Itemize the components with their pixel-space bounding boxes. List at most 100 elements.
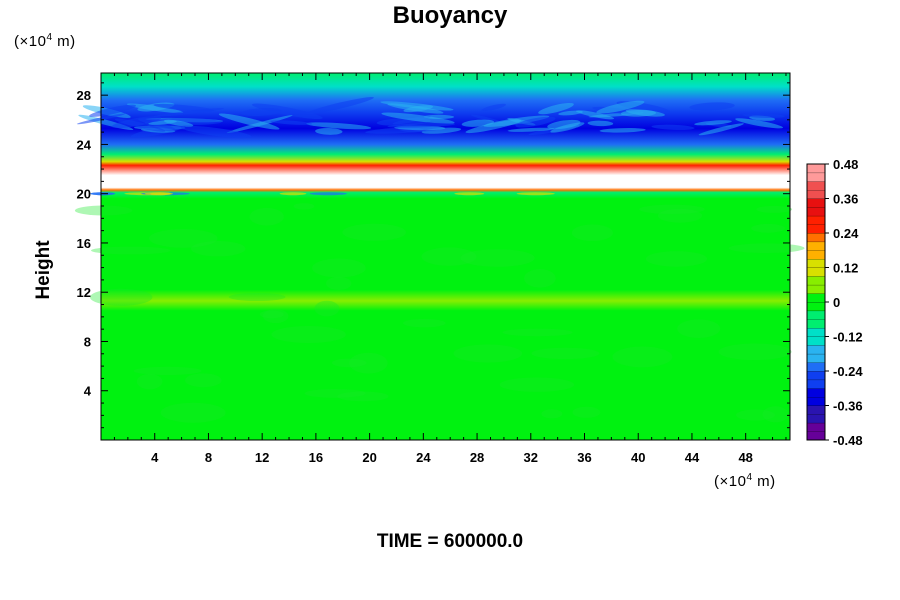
texture-streak xyxy=(163,119,194,127)
y-tick-label: 24 xyxy=(77,137,92,152)
colorbar-band xyxy=(806,258,826,268)
colorbar-label: -0.24 xyxy=(833,364,863,379)
texture-streak xyxy=(153,107,225,117)
texture-blob xyxy=(499,377,575,392)
texture-blob xyxy=(756,205,793,213)
colorbar-band xyxy=(806,206,826,217)
texture-streak xyxy=(596,100,645,114)
texture-blob xyxy=(136,373,163,390)
x-tick-label: 36 xyxy=(577,450,591,465)
texture-streak xyxy=(306,122,372,130)
texture-blob xyxy=(612,346,673,368)
colorbar-band xyxy=(806,327,826,337)
y-unit-exponent: 4 xyxy=(46,32,53,43)
colorbar: 0.48 0.36 0.24 0.12 0 -0.12 -0.24 -0.36 -0.48 xyxy=(806,157,863,448)
texture-blob xyxy=(185,373,222,388)
colorbar-label: 0 xyxy=(833,295,840,310)
colorbar-label: -0.48 xyxy=(833,433,863,448)
texture-streak xyxy=(507,127,555,132)
texture-blob xyxy=(293,203,315,210)
x-tick-label: 20 xyxy=(362,450,376,465)
texture-blob xyxy=(337,391,389,402)
texture-interface xyxy=(309,192,347,196)
texture-streak xyxy=(387,122,456,128)
texture-streak xyxy=(735,118,784,129)
colorbar-band xyxy=(806,379,826,389)
texture-streak xyxy=(306,97,374,115)
texture-blob xyxy=(677,319,721,339)
texture-streak xyxy=(270,120,313,125)
texture-blob xyxy=(571,224,614,242)
colorbar-band xyxy=(806,232,826,243)
texture-blob xyxy=(645,251,708,267)
texture-streak xyxy=(403,105,434,113)
texture-streak xyxy=(465,119,522,134)
colorbar-band xyxy=(806,345,826,355)
colorbar-band xyxy=(806,319,826,329)
colorbar-band xyxy=(806,276,826,286)
colorbar-label: 0.12 xyxy=(833,261,858,276)
texture-streak xyxy=(218,113,280,130)
texture-blob xyxy=(249,207,284,226)
x-tick-label: 4 xyxy=(151,450,159,465)
texture-streak xyxy=(538,102,574,115)
texture-blob xyxy=(349,352,388,374)
texture-streak xyxy=(550,122,585,133)
colorbar-band xyxy=(806,189,826,199)
texture-streak xyxy=(226,115,293,134)
x-tick-label: 44 xyxy=(685,450,700,465)
texture-interface xyxy=(279,192,307,196)
chart-title: Buoyancy xyxy=(392,2,508,29)
texture-blob xyxy=(421,247,477,266)
texture-blob xyxy=(751,223,785,233)
texture-blob xyxy=(304,389,366,398)
texture-streak xyxy=(694,120,732,126)
texture-interface xyxy=(454,192,485,196)
x-tick-label: 12 xyxy=(255,450,269,465)
x-tick-label: 32 xyxy=(524,450,538,465)
texture-blob xyxy=(718,343,792,361)
time-footer: TIME = 600000.0 xyxy=(376,531,524,552)
y-axis-unit: (×104 m) xyxy=(14,32,76,50)
texture-streak xyxy=(558,110,583,116)
texture-blob xyxy=(259,310,284,319)
x-tick-label: 8 xyxy=(205,450,212,465)
texture-blob xyxy=(541,409,563,419)
texture-streak xyxy=(180,125,252,139)
y-tick-label: 4 xyxy=(84,384,92,399)
texture-blob xyxy=(191,241,246,257)
x-unit-exponent: 4 xyxy=(746,472,753,483)
texture-streak xyxy=(251,103,323,120)
x-tick-label: 28 xyxy=(470,450,484,465)
texture-blob xyxy=(531,347,600,360)
colorbar-band xyxy=(806,422,826,432)
texture-streak xyxy=(114,118,166,132)
colorbar-band xyxy=(806,284,826,294)
texture-blob xyxy=(657,208,703,223)
texture-streak xyxy=(481,103,506,112)
colorbar-label: -0.12 xyxy=(833,330,863,345)
x-tick-label: 16 xyxy=(309,450,323,465)
texture-interface xyxy=(150,192,172,196)
texture-blob xyxy=(262,309,289,324)
y-tick-label: 16 xyxy=(77,236,91,251)
texture-blob xyxy=(331,358,367,368)
texture-blob xyxy=(133,366,202,375)
y-unit-prefix: (×10 xyxy=(14,33,47,50)
y-tick-label: 8 xyxy=(84,334,91,349)
x-tick-label: 40 xyxy=(631,450,645,465)
texture-blob xyxy=(228,293,286,301)
y-tick-label: 20 xyxy=(77,187,91,202)
texture-blob xyxy=(91,246,171,255)
texture-streak xyxy=(515,116,556,128)
texture-blob xyxy=(453,344,523,363)
texture-blob xyxy=(149,229,218,248)
texture-interface xyxy=(516,192,555,196)
texture-streak xyxy=(587,120,614,127)
texture-streak xyxy=(470,114,504,124)
texture-blob xyxy=(403,318,446,328)
colorbar-band xyxy=(806,370,826,381)
colorbar-band xyxy=(806,198,826,208)
